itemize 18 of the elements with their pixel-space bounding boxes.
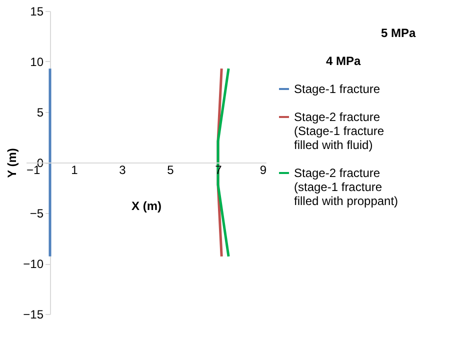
text: 4 MPa xyxy=(326,54,362,68)
legend-label: Stage-2 fracture (stage-1 fracture filled with proppant) xyxy=(294,166,398,208)
y-tick-label: −5 xyxy=(30,206,44,220)
y-tick-label: −15 xyxy=(23,308,44,322)
y-tick-label: 10 xyxy=(30,55,44,69)
x-tick-label: 9 xyxy=(260,163,267,177)
line-series xyxy=(216,67,230,258)
y-axis-title: Y (m) xyxy=(5,148,20,178)
x-tick-label: 1 xyxy=(71,163,78,177)
x-tick-label: 5 xyxy=(167,163,174,177)
legend-label: Stage-2 fracture (Stage-1 fracture filled with fluid) xyxy=(294,110,384,152)
x-axis-title: X (m) xyxy=(132,199,162,213)
y-tick-label: 15 xyxy=(30,4,44,18)
y-tick-label: −10 xyxy=(23,257,44,271)
y-tick-label: 5 xyxy=(36,106,44,120)
legend-label: Stage-1 fracture xyxy=(294,82,380,96)
text: 5 MPa xyxy=(381,26,416,40)
x-tick-label: 3 xyxy=(119,163,126,177)
